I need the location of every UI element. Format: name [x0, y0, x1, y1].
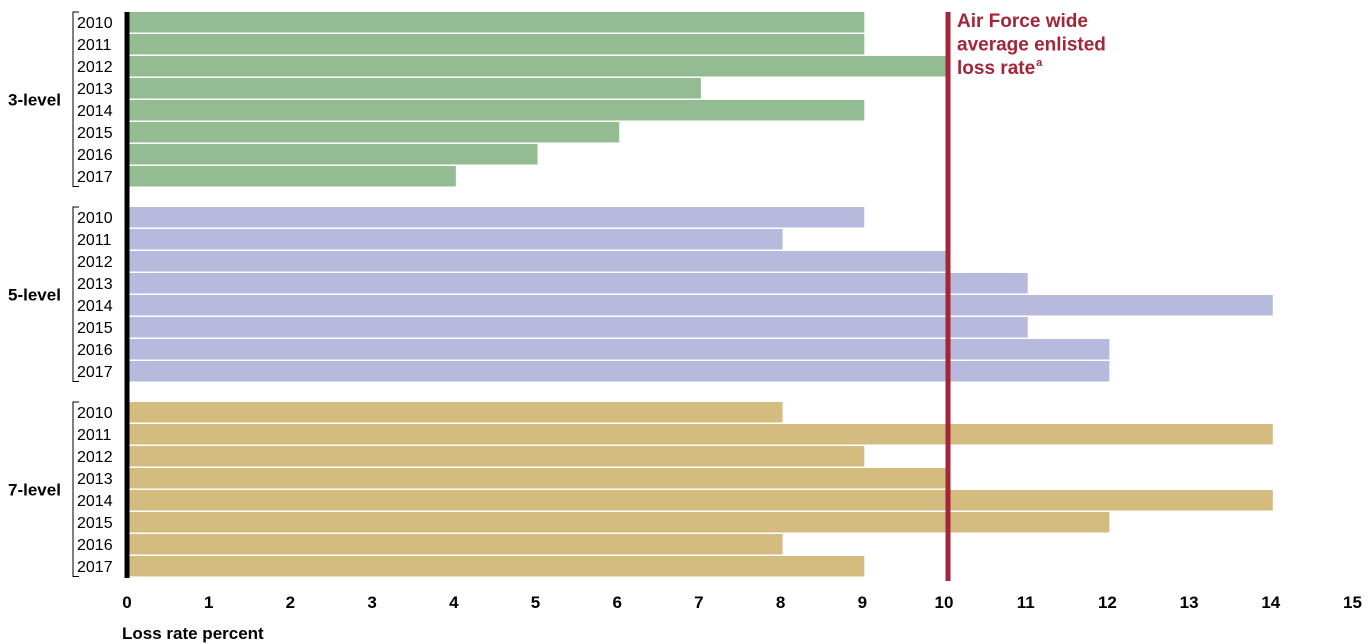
x-tick-label: 14	[1261, 593, 1280, 612]
x-axis-ticks: 0 1 2 3 4 5 6 7 8 9 10 11 12 13 14 15	[122, 593, 1362, 612]
year-label: 2015	[77, 320, 113, 337]
year-label: 2010	[77, 405, 113, 422]
x-tick-label: 13	[1180, 593, 1199, 612]
year-label: 2014	[77, 493, 113, 510]
bar-3-level-2017	[129, 166, 456, 187]
year-label: 2014	[77, 103, 113, 120]
bar-3-level-2012	[129, 56, 946, 77]
x-tick-label: 1	[204, 593, 213, 612]
year-label: 2017	[77, 364, 113, 381]
x-tick-label: 7	[694, 593, 703, 612]
year-label: 2016	[77, 147, 113, 164]
x-axis-title: Loss rate percent	[122, 624, 264, 643]
group-label: 3-level	[8, 90, 61, 109]
year-label: 2012	[77, 449, 113, 466]
year-label: 2013	[77, 276, 113, 293]
bar-7-level-2017	[129, 556, 865, 577]
bar-3-level-2015	[129, 122, 620, 143]
bar-7-level-2013	[129, 468, 946, 489]
bar-3-level-2016	[129, 144, 538, 165]
year-label: 2015	[77, 515, 113, 532]
bar-5-level-2015	[129, 317, 1028, 338]
bar-5-level-2014	[129, 295, 1273, 316]
x-tick-label: 8	[776, 593, 785, 612]
x-tick-label: 2	[286, 593, 295, 612]
x-tick-label: 3	[367, 593, 376, 612]
year-label: 2011	[77, 37, 112, 54]
year-label: 2010	[77, 210, 113, 227]
x-tick-label: 5	[531, 593, 540, 612]
year-label: 2017	[77, 169, 113, 186]
bar-groups: 3-level201020112012201320142015201620175…	[8, 11, 1273, 577]
group-bracket	[72, 206, 79, 382]
reference-line-label: loss rate	[957, 58, 1035, 79]
year-label: 2010	[77, 15, 113, 32]
reference-line-label: average enlisted	[957, 35, 1106, 56]
bar-5-level-2012	[129, 251, 946, 272]
group-label: 7-level	[8, 480, 61, 499]
bar-7-level-2012	[129, 446, 865, 467]
year-label: 2015	[77, 125, 113, 142]
bar-7-level-2015	[129, 512, 1110, 533]
group-label: 5-level	[8, 285, 61, 304]
footnote-marker: a	[1036, 57, 1043, 69]
x-tick-label: 6	[612, 593, 621, 612]
x-tick-label: 10	[935, 593, 954, 612]
bar-3-level-2011	[129, 34, 865, 55]
x-tick-label: 11	[1017, 593, 1035, 612]
x-tick-label: 0	[122, 593, 131, 612]
bar-5-level-2013	[129, 273, 1028, 294]
bar-7-level-2010	[129, 402, 783, 423]
x-tick-label: 9	[858, 593, 867, 612]
bar-3-level-2013	[129, 78, 701, 99]
year-label: 2012	[77, 254, 113, 271]
bar-7-level-2014	[129, 490, 1273, 511]
group-3-level: 3-level 2010 2011 2012 2013 2014 2015 2016 2017	[8, 11, 946, 187]
year-label: 2016	[77, 342, 113, 359]
group-7-level: 7-level 2010 2011 2012 2013 2014 2015 2016 2017	[8, 401, 1273, 577]
bar-7-level-2011	[129, 424, 1273, 445]
year-label: 2017	[77, 559, 113, 576]
bar-7-level-2016	[129, 534, 783, 555]
year-label: 2013	[77, 471, 113, 488]
bar-5-level-2011	[129, 229, 783, 250]
group-bracket	[72, 401, 79, 577]
group-bracket	[72, 11, 79, 187]
year-label: 2016	[77, 537, 113, 554]
x-tick-label: 12	[1098, 593, 1117, 612]
bar-5-level-2016	[129, 339, 1110, 360]
group-5-level: 5-level 2010 2011 2012 2013 2014 2015 2016 2017	[8, 206, 1273, 382]
x-tick-label: 4	[449, 593, 459, 612]
reference-line-label: Air Force wide	[957, 11, 1088, 32]
bar-5-level-2017	[129, 361, 1110, 382]
x-tick-label: 15	[1343, 593, 1362, 612]
year-label: 2011	[77, 232, 112, 249]
bar-5-level-2010	[129, 207, 865, 228]
year-label: 2014	[77, 298, 113, 315]
bar-3-level-2010	[129, 12, 865, 33]
bar-3-level-2014	[129, 100, 865, 121]
year-label: 2012	[77, 59, 113, 76]
year-label: 2013	[77, 81, 113, 98]
year-label: 2011	[77, 427, 112, 444]
